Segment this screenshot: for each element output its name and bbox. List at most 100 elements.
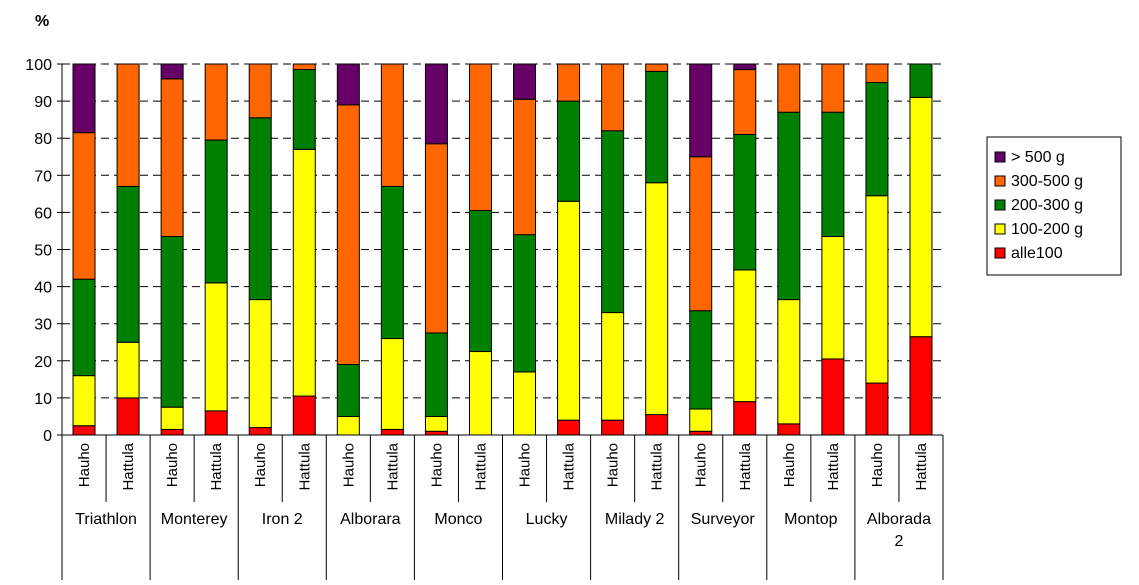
bar-segment [204, 282, 228, 412]
bar-segment [116, 63, 140, 187]
bar-segment [336, 104, 360, 366]
legend-entry-label: > 500 g [1011, 149, 1065, 166]
bar-segment [645, 182, 669, 416]
subcategory-label: Hauho [869, 443, 886, 487]
subcategory-label: Hauho [693, 443, 710, 487]
bar-segment [292, 395, 316, 436]
y-tick-label: 70 [34, 168, 52, 185]
bar-segment [909, 96, 933, 338]
y-tick-label: 0 [43, 428, 52, 445]
group-label: Monco [434, 511, 482, 528]
bar-segment [116, 397, 140, 436]
bar-segment [336, 63, 360, 106]
bar-segment [160, 428, 184, 436]
bar-segment [513, 98, 537, 236]
group-label: Surveyor [691, 511, 756, 528]
legend-entry-label: 100-200 g [1011, 221, 1083, 238]
bar-segment [336, 364, 360, 417]
gridlines [62, 63, 943, 399]
subcategory-label: Hauho [340, 443, 357, 487]
subcategory-label: Hauho [428, 443, 445, 487]
bar-segment [468, 210, 492, 353]
bar-segment [513, 234, 537, 373]
bar-segment [689, 430, 713, 436]
bar-segment [689, 63, 713, 158]
bar-segment [557, 63, 581, 102]
y-tick-label: 60 [34, 205, 52, 222]
group-label: Iron 2 [262, 511, 303, 528]
subcategory-label: Hauho [517, 443, 534, 487]
bar-segment [821, 111, 845, 238]
group-label: Alborara [340, 511, 401, 528]
bar-segment [733, 63, 757, 71]
bar-segment [821, 63, 845, 113]
y-axis-unit-label: % [35, 13, 49, 30]
subcategory-label: Hattula [649, 442, 666, 490]
y-tick-label: 90 [34, 94, 52, 111]
subcategory-label: Hattula [120, 442, 137, 490]
bar-segment [72, 375, 96, 427]
group-label: Lucky [526, 511, 568, 528]
bar-segment [865, 63, 889, 84]
bar-segment [72, 278, 96, 377]
y-tick-label: 10 [34, 391, 52, 408]
subcategory-label: Hauho [605, 443, 622, 487]
y-tick-label: 20 [34, 354, 52, 371]
bar-segment [865, 382, 889, 436]
bar-segment [601, 130, 625, 314]
legend-entry-label: alle100 [1011, 245, 1063, 262]
bar-segment [909, 63, 933, 98]
bar-segment [513, 63, 537, 100]
bar-segment [248, 427, 272, 436]
bar-segment [645, 70, 669, 184]
bar-segment [777, 111, 801, 301]
legend: > 500 g 300-500 g 200-300 g 100-200 g alle10… [986, 136, 1122, 276]
bar-segment [380, 338, 404, 430]
subcategory-label: Hauho [781, 443, 798, 487]
bar-segment [160, 78, 184, 238]
legend-entry-label: 300-500 g [1011, 173, 1083, 190]
group-label: Monterey [161, 511, 228, 528]
bar-segment [821, 358, 845, 436]
bar-segment [380, 63, 404, 187]
legend-swatch [994, 247, 1006, 259]
bar-segment [204, 410, 228, 436]
bar-segment [72, 63, 96, 134]
bar-segment [557, 100, 581, 202]
bar-segment [72, 132, 96, 280]
subcategory-label: Hattula [208, 442, 225, 490]
bar-segment [160, 236, 184, 408]
subcategory-label: Hattula [825, 442, 842, 490]
bar-segment [248, 117, 272, 301]
bar-segment [424, 143, 448, 334]
group-label: Milady 2 [605, 511, 665, 528]
y-axis-ticks: 0 10 20 30 40 50 60 70 80 90 100 [25, 57, 62, 445]
bar-segment [248, 63, 272, 119]
subcategory-label: Hattula [472, 442, 489, 490]
group-label: Triathlon [75, 511, 137, 528]
x-axis-labels: Hauho Hattula Hauho Hattula Hauho Hattula Hauh… [61, 435, 944, 580]
bar-segment [424, 332, 448, 417]
bar-segment [248, 299, 272, 429]
group-label: Alborada 2 [867, 511, 931, 550]
bar-segment [689, 310, 713, 410]
bar-segment [689, 408, 713, 432]
bar-segment [292, 63, 316, 71]
y-tick-label: 40 [34, 280, 52, 297]
y-tick-label: 100 [25, 57, 52, 74]
legend-box [986, 136, 1122, 276]
bar-segment [336, 415, 360, 436]
subcategory-label: Hattula [561, 442, 578, 490]
bar-segment [821, 236, 845, 360]
bar-segment [777, 423, 801, 436]
legend-swatch [994, 151, 1006, 163]
legend-swatch [994, 223, 1006, 235]
bar-segment [645, 414, 669, 436]
y-tick-label: 30 [34, 317, 52, 334]
bar-segment [292, 148, 316, 397]
bar-segment [645, 63, 669, 72]
bar-segment [292, 69, 316, 150]
bar-segment [733, 133, 757, 271]
bar-segment [557, 200, 581, 421]
